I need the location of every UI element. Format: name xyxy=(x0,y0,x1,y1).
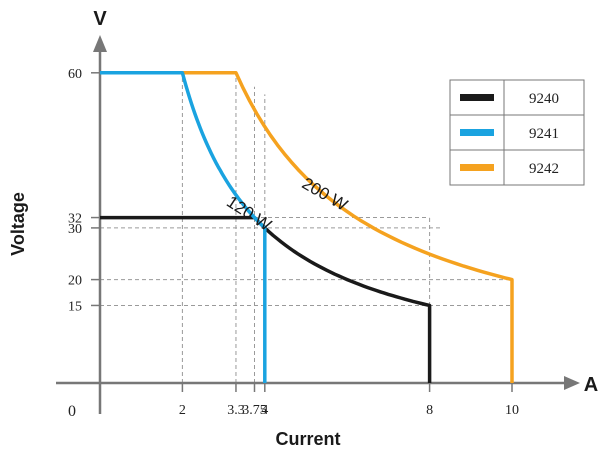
x-tick-label: 2 xyxy=(179,403,186,418)
y-axis-title: Voltage xyxy=(8,192,28,256)
series-lines xyxy=(100,71,514,383)
legend-label-9242: 9242 xyxy=(529,161,559,177)
series-line-9241 xyxy=(100,71,267,383)
x-axis-title: Current xyxy=(275,429,340,449)
y-unit-label: V xyxy=(93,8,107,30)
x-tick-label: 3.75 xyxy=(242,403,267,418)
legend-swatch-9241 xyxy=(460,129,494,136)
y-tick-label: 60 xyxy=(68,67,82,82)
x-tick-label: 8 xyxy=(426,403,433,418)
curve-label-200w: 200 W xyxy=(299,174,351,215)
axes xyxy=(56,35,580,414)
x-tick-label: 10 xyxy=(505,403,519,418)
x-axis-arrow-icon xyxy=(564,376,580,390)
x-tick-label: 3.3 xyxy=(227,403,245,418)
y-tick-label: 20 xyxy=(68,274,82,289)
x-tick-label: 4 xyxy=(261,403,268,418)
y-tick-label: 32 xyxy=(68,212,82,227)
legend-swatch-9240 xyxy=(460,94,494,101)
y-axis-arrow-icon xyxy=(93,35,107,52)
legend-label-9241: 9241 xyxy=(529,126,559,142)
series-line-9242 xyxy=(100,71,514,383)
dashed-guides xyxy=(100,72,513,383)
x-unit-label: A xyxy=(584,374,598,396)
y-tick-label: 30 xyxy=(68,222,82,237)
legend: 9240 9241 9242 xyxy=(449,79,585,186)
y-tick-label: 15 xyxy=(68,299,82,314)
legend-swatch-9242 xyxy=(460,164,494,171)
legend-label-9240: 9240 xyxy=(529,91,559,107)
origin-label: 0 xyxy=(68,403,76,420)
